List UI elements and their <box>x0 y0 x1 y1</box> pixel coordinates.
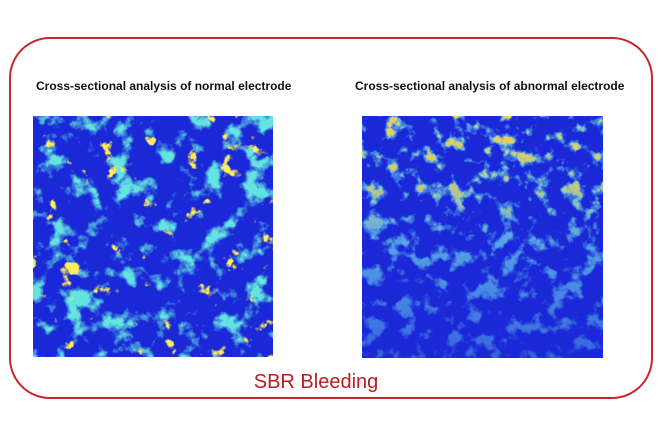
panel-title: Cross-sectional analysis of normal elect… <box>36 79 292 93</box>
panel-title: Cross-sectional analysis of abnormal ele… <box>355 79 625 93</box>
heatmap-abnormal <box>362 116 603 358</box>
frame <box>9 37 653 399</box>
heatmap-normal <box>33 116 273 357</box>
caption: SBR Bleeding <box>254 371 379 393</box>
